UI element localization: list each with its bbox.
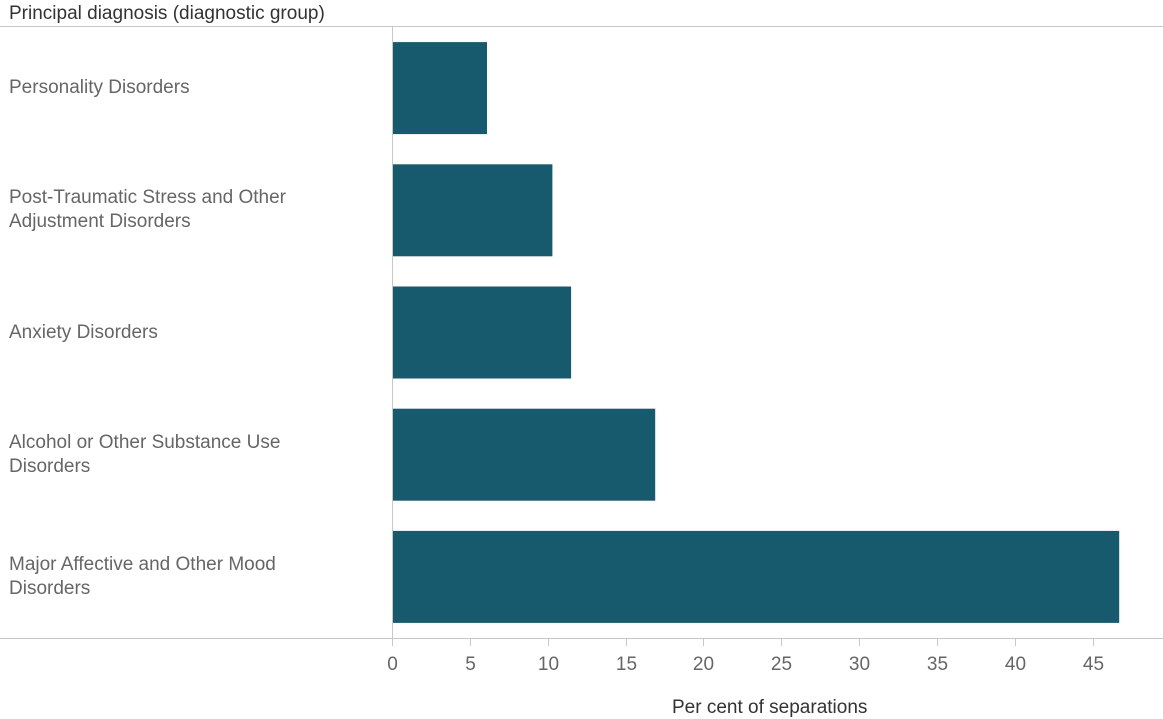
x-tick-label: 0 — [387, 654, 398, 675]
x-tick-label: 35 — [927, 654, 948, 675]
bars — [393, 42, 1120, 623]
category-label: Anxiety Disorders — [9, 321, 369, 345]
bar — [393, 164, 553, 257]
x-axis-ticks: 0 5 10 15 20 25 30 35 40 45 — [387, 638, 1104, 675]
bar — [393, 408, 656, 501]
x-tick-label: 45 — [1083, 654, 1104, 675]
x-tick-label: 25 — [771, 654, 792, 675]
bar — [393, 42, 487, 135]
x-tick-label: 5 — [465, 654, 476, 675]
category-label-line: Anxiety Disorders — [9, 321, 158, 343]
category-label-line: Post-Traumatic Stress and Other — [9, 187, 287, 209]
category-label: Alcohol or Other Substance Use Disorders — [9, 431, 369, 479]
x-axis-title: Per cent of separations — [672, 697, 868, 718]
x-tick-label: 40 — [1005, 654, 1026, 675]
category-label-line: Disorders — [9, 455, 91, 477]
category-label-line: Adjustment Disorders — [9, 211, 191, 233]
x-tick-label: 20 — [693, 654, 714, 675]
category-label: Post-Traumatic Stress and Other Adjustmen… — [9, 186, 369, 234]
y-axis-title: Principal diagnosis (diagnostic group) — [9, 3, 325, 24]
x-tick-label: 10 — [538, 654, 559, 675]
bar — [393, 530, 1120, 623]
bar — [393, 286, 572, 379]
category-label-line: Major Affective and Other Mood — [9, 553, 276, 575]
category-label: Major Affective and Other Mood Disorders — [9, 553, 369, 601]
category-label-line: Alcohol or Other Substance Use — [9, 431, 281, 453]
category-label-line: Disorders — [9, 577, 91, 599]
category-label: Personality Disorders — [9, 76, 369, 100]
category-label-line: Personality Disorders — [9, 77, 190, 99]
x-tick-label: 30 — [849, 654, 870, 675]
x-tick-label: 15 — [616, 654, 637, 675]
